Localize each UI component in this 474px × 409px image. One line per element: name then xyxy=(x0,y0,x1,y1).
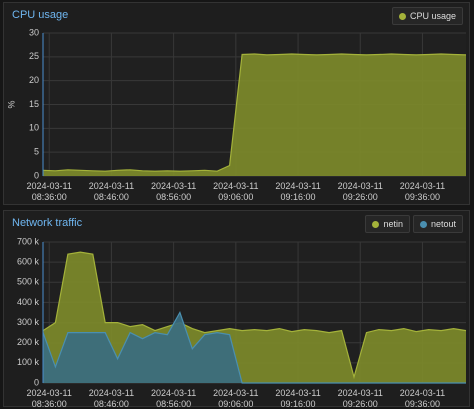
x-tick-label: 2024-03-11 09:16:00 xyxy=(275,388,321,409)
legend-item: netout xyxy=(412,215,463,233)
chart: 0 5 10 15 20 25 30% xyxy=(6,27,467,180)
legend: CPU usage xyxy=(391,7,463,25)
x-tick-label: 2024-03-11 08:46:00 xyxy=(88,388,135,409)
y-tick-label: 25 xyxy=(29,51,39,61)
y-tick-label: 5 xyxy=(34,147,39,157)
x-tick-label: 2024-03-11 09:26:00 xyxy=(337,181,383,202)
legend-swatch xyxy=(419,220,427,228)
x-tick-label: 2024-03-11 08:36:00 xyxy=(26,181,72,202)
legend-label: netout xyxy=(430,219,456,229)
x-tick-label: 2024-03-11 08:46:00 xyxy=(88,181,135,202)
x-tick-label: 2024-03-11 08:56:00 xyxy=(150,388,197,409)
panel-header: Network traffic netin netout xyxy=(4,211,469,235)
legend-swatch xyxy=(398,12,406,20)
y-tick-label: 10 xyxy=(29,123,39,133)
x-tick-label: 2024-03-11 09:26:00 xyxy=(337,388,383,409)
area-fill xyxy=(43,54,466,176)
panel-title: CPU usage xyxy=(12,9,69,21)
y-tick-label: 20 xyxy=(29,75,39,85)
series-line xyxy=(42,311,466,384)
chart: 0 100 k 200 k 300 k 400 k 500 k 600 k 700 k xyxy=(17,236,467,387)
series-line xyxy=(42,53,467,172)
y-tick-label: 700 k xyxy=(17,236,40,246)
y-tick-label: 100 k xyxy=(17,357,40,367)
y-tick-label: 200 k xyxy=(17,337,40,347)
x-tick-label: 2024-03-11 08:36:00 xyxy=(26,388,72,409)
y-tick-label: 400 k xyxy=(17,297,40,307)
x-tick-label: 2024-03-11 09:36:00 xyxy=(399,388,446,409)
legend-label: CPU usage xyxy=(409,11,456,21)
y-tick-label: 0 xyxy=(34,377,39,387)
y-tick-label: 30 xyxy=(29,27,39,37)
area-fill xyxy=(43,312,466,383)
y-tick-label: 0 xyxy=(34,170,39,180)
legend-label: netin xyxy=(383,219,403,229)
y-tick-label: 300 k xyxy=(17,317,40,327)
legend-swatch xyxy=(372,220,380,228)
series-line xyxy=(42,251,467,380)
network-panel: 0 100 k 200 k 300 k 400 k 500 k 600 k 700 k Net… xyxy=(3,210,470,409)
x-tick-label: 2024-03-11 09:06:00 xyxy=(213,181,259,202)
x-tick-label: 2024-03-11 09:16:00 xyxy=(275,181,321,202)
legend-item: CPU usage xyxy=(391,7,463,25)
x-tick-label: 2024-03-11 09:06:00 xyxy=(213,388,259,409)
legend-item: netin xyxy=(365,215,410,233)
y-tick-label: 500 k xyxy=(17,277,40,287)
cpu-panel: 0 5 10 15 20 25 30% CPU usage CPU usage 2024-0… xyxy=(3,2,470,205)
panel-title: Network traffic xyxy=(12,217,83,229)
y-axis-label: % xyxy=(6,100,16,108)
y-tick-label: 15 xyxy=(29,99,39,109)
x-tick-label: 2024-03-11 08:56:00 xyxy=(150,181,197,202)
y-tick-label: 600 k xyxy=(17,257,40,267)
panel-header: CPU usage CPU usage xyxy=(4,3,469,27)
x-tick-label: 2024-03-11 09:36:00 xyxy=(399,181,446,202)
legend: netin netout xyxy=(365,215,463,233)
